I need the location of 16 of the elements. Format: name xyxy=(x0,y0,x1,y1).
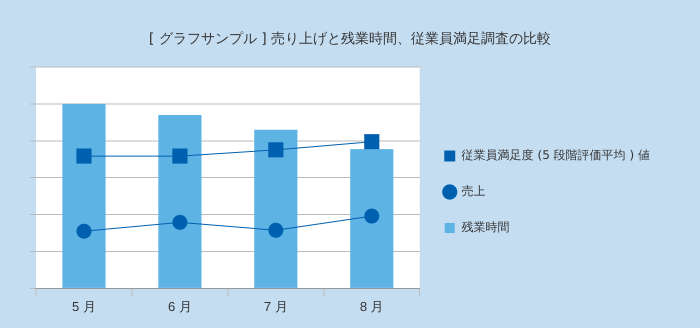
point xyxy=(172,148,188,164)
legend-label: 残業時間 xyxy=(462,220,510,234)
point xyxy=(76,148,92,164)
legend-label: 従業員満足度 (5 段階評価平均 ) 値 xyxy=(462,148,650,162)
x-tick-label: 8 月 xyxy=(360,298,384,314)
chart-title: [ グラフサンプル ] 売り上げと残業時間、従業員満足調査の比較 xyxy=(148,30,552,48)
point xyxy=(364,134,380,150)
x-tick-label: 6 月 xyxy=(168,298,192,314)
point xyxy=(76,224,92,239)
x-tick-label: 7 月 xyxy=(264,298,288,314)
point xyxy=(364,208,380,224)
point xyxy=(268,142,284,158)
point xyxy=(172,214,188,230)
point xyxy=(268,222,284,238)
x-tick-label: 5 月 xyxy=(72,298,96,314)
legend-label: 売上 xyxy=(462,184,486,198)
